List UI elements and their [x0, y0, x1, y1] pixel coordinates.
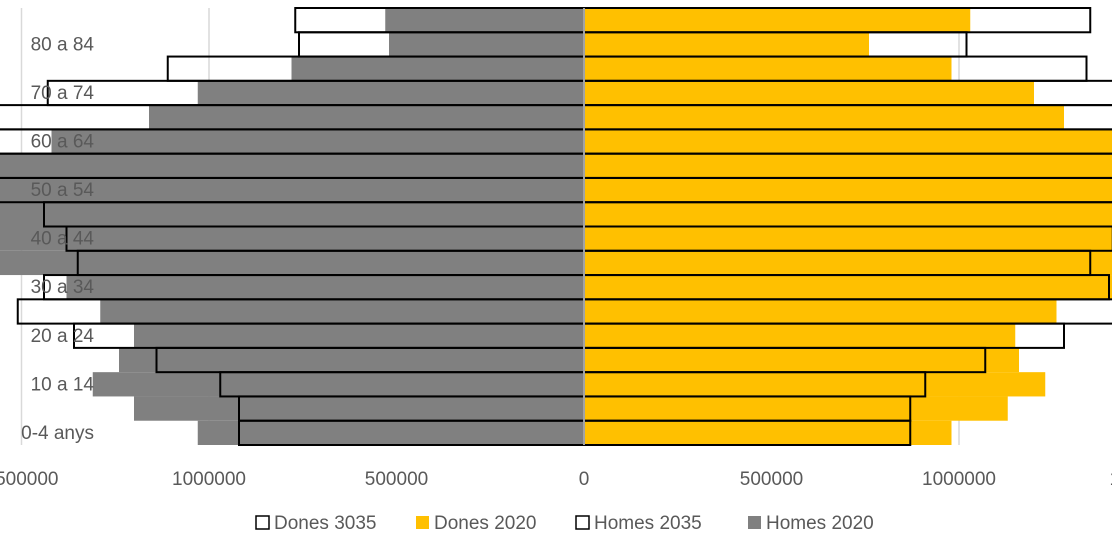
bar-dones-2020-5-a-9 [584, 396, 1008, 421]
bar-homes-2020-85 [385, 8, 584, 33]
legend-label-homes-2035: Homes 2035 [594, 513, 702, 534]
bar-homes-2020-55-a-59 [0, 153, 584, 178]
bar-dones-2020-60-a-64 [584, 129, 1112, 154]
x-tick-label: 1500000 [1110, 469, 1112, 490]
legend-label-dones-3035: Dones 3035 [274, 513, 376, 534]
bar-homes-2020-10-a-14 [92, 372, 584, 397]
bar-dones-2020-20-a-24 [584, 323, 1016, 348]
y-tick-label: 70 a 74 [31, 83, 95, 104]
bar-homes-2020-50-a-54 [0, 177, 584, 203]
y-tick-label: 60 a 64 [31, 132, 95, 153]
y-tick-label: 30 a 34 [31, 277, 95, 298]
y-tick-label: 20 a 24 [31, 326, 95, 347]
bar-dones-2020-25-a-29 [584, 299, 1057, 324]
bar-homes-2020-35-a-39 [0, 250, 584, 276]
x-tick-label: 1000000 [172, 469, 246, 490]
x-tick-label: 1500000 [0, 469, 58, 490]
legend-swatch-homes-2035 [575, 515, 590, 530]
bar-homes-2020-15-a-19 [119, 347, 584, 373]
legend-swatch-dones-3035 [255, 515, 270, 530]
y-tick-label: 10 a 14 [31, 374, 95, 395]
bar-homes-2020-20-a-24 [134, 323, 584, 348]
bar-dones-2020-40-a-44 [584, 226, 1112, 251]
bar-dones-2020-0-4-anys [584, 420, 952, 445]
bar-dones-2020-10-a-14 [584, 372, 1046, 397]
bar-homes-2020-5-a-9 [134, 396, 584, 421]
x-axis-labels: 2500000200000015000001000000500000050000… [0, 469, 1112, 490]
legend: Dones 3035 Dones 2020 Homes 2035 Homes 2020 [255, 513, 874, 534]
bar-dones-2020-30-a-34 [584, 275, 1112, 300]
bar-homes-2020-60-a-64 [51, 129, 584, 154]
bar-dones-2020-50-a-54 [584, 177, 1112, 203]
bar-homes-2020-25-a-29 [100, 299, 584, 324]
bar-homes-2020-40-a-44 [0, 226, 584, 251]
x-tick-label: 0 [579, 469, 590, 490]
bar-homes-2020-0-4-anys [197, 420, 584, 445]
legend-label-dones-2020: Dones 2020 [434, 513, 536, 534]
bar-dones-2020-65-a-69 [584, 105, 1064, 130]
bar-dones-2020-80-a-84 [584, 32, 869, 57]
bar-dones-2020-85 [584, 8, 971, 33]
y-tick-label: 50 a 54 [31, 180, 95, 201]
y-tick-label: 40 a 44 [31, 229, 95, 250]
bar-homes-2020-30-a-34 [66, 275, 584, 300]
bar-dones-2020-55-a-59 [584, 153, 1112, 178]
y-tick-label: 80 a 84 [31, 34, 95, 55]
bar-dones-2020-15-a-19 [584, 347, 1019, 373]
legend-label-homes-2020: Homes 2020 [766, 513, 874, 534]
legend-swatch-dones-2020 [416, 516, 429, 529]
bar-homes-2020-75-a-79 [291, 56, 584, 81]
x-tick-label: 1000000 [922, 469, 996, 490]
x-tick-label: 500000 [365, 469, 428, 490]
right-bars [583, 7, 1112, 447]
y-axis-labels: 0-4 anys 10 a 14 20 a 24 30 a 34 40 a 44 50 a… [21, 34, 94, 443]
bar-homes-2020-80-a-84 [389, 32, 584, 57]
x-tick-label: 500000 [740, 469, 803, 490]
y-tick-label: 0-4 anys [21, 423, 94, 444]
legend-swatch-homes-2020 [748, 516, 761, 529]
bar-dones-2020-45-a-49 [584, 202, 1112, 227]
bar-homes-2020-65-a-69 [149, 105, 584, 130]
bar-homes-2020-70-a-74 [197, 80, 584, 106]
bar-dones-2020-75-a-79 [584, 56, 952, 81]
bar-dones-2020-35-a-39 [584, 250, 1112, 276]
bar-dones-2020-70-a-74 [584, 80, 1034, 106]
bar-homes-2020-45-a-49 [0, 202, 584, 227]
